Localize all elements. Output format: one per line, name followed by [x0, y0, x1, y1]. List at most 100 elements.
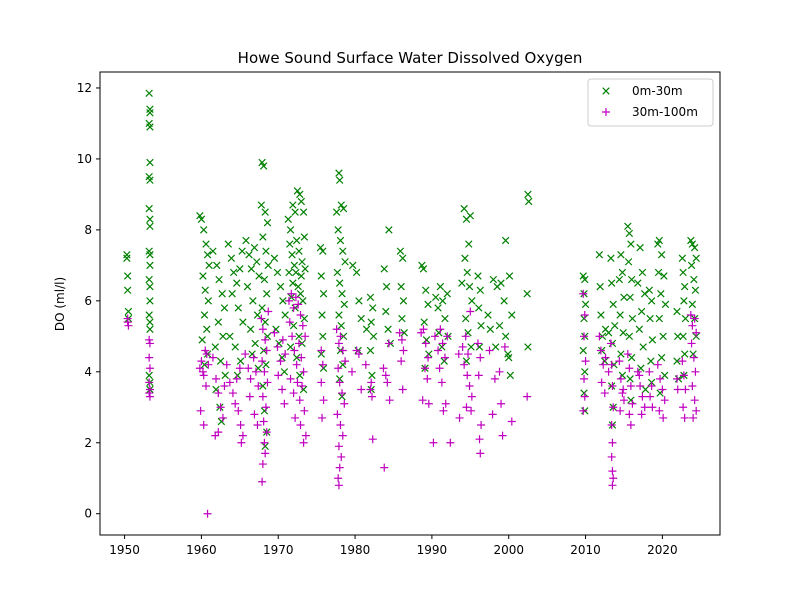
- data-point: [439, 406, 448, 415]
- data-point: [618, 268, 627, 277]
- data-point: [317, 272, 325, 280]
- data-point: [681, 314, 690, 323]
- data-point: [400, 329, 408, 337]
- data-point: [686, 311, 695, 320]
- data-point: [232, 374, 241, 383]
- data-point: [657, 290, 665, 298]
- data-point: [659, 413, 668, 422]
- data-point: [262, 360, 270, 369]
- data-point: [635, 371, 644, 380]
- data-point: [294, 339, 303, 348]
- data-point: [463, 371, 472, 380]
- data-point: [146, 297, 154, 305]
- data-point: [384, 325, 392, 333]
- data-point: [290, 261, 299, 270]
- data-point: [336, 421, 345, 430]
- data-point: [607, 254, 615, 262]
- data-point: [319, 332, 327, 341]
- data-point: [275, 339, 283, 348]
- data-point: [289, 321, 298, 330]
- data-point: [646, 314, 654, 323]
- data-point: [286, 374, 295, 383]
- data-point: [636, 243, 644, 252]
- data-point: [690, 396, 699, 405]
- data-point: [339, 204, 348, 213]
- data-point: [680, 282, 689, 291]
- data-point: [581, 275, 589, 284]
- data-point: [291, 413, 300, 422]
- data-point: [226, 332, 234, 341]
- data-point: [146, 222, 154, 231]
- data-point: [297, 272, 306, 280]
- data-point: [436, 325, 445, 334]
- data-point: [318, 360, 327, 369]
- data-point: [251, 339, 259, 348]
- data-point: [627, 353, 636, 362]
- data-point: [202, 240, 210, 248]
- data-point: [660, 272, 668, 280]
- data-point: [616, 374, 625, 383]
- data-point: [217, 417, 226, 426]
- data-point: [293, 378, 302, 387]
- data-point: [656, 374, 665, 383]
- data-point: [258, 325, 267, 334]
- legend-box: [587, 78, 714, 127]
- data-point: [145, 204, 153, 213]
- data-point: [523, 290, 531, 298]
- data-point: [237, 438, 246, 447]
- data-point: [214, 389, 223, 398]
- data-point: [296, 290, 305, 298]
- data-point: [297, 197, 306, 206]
- data-point: [203, 250, 212, 259]
- x-tick-label: 1990: [417, 543, 448, 557]
- data-point: [289, 279, 297, 287]
- data-point: [145, 364, 154, 373]
- data-point: [280, 368, 289, 376]
- data-point: [262, 247, 270, 255]
- data-point: [197, 215, 206, 223]
- data-point: [639, 343, 647, 351]
- x-tick-label: 2010: [570, 543, 601, 557]
- data-point: [440, 357, 448, 365]
- data-point: [340, 300, 349, 309]
- data-point: [491, 343, 500, 351]
- data-point: [198, 336, 206, 344]
- data-point: [473, 339, 482, 348]
- data-point: [580, 314, 588, 323]
- y-tick-label: 12: [77, 81, 92, 95]
- data-point: [236, 265, 244, 273]
- data-point: [608, 381, 617, 390]
- data-point: [397, 335, 406, 344]
- data-point: [468, 297, 476, 305]
- x-tick-label: 1960: [186, 543, 217, 557]
- data-point: [579, 406, 588, 415]
- data-point: [292, 360, 301, 369]
- data-point: [615, 357, 624, 366]
- data-point: [498, 431, 507, 440]
- data-point: [236, 357, 245, 365]
- legend-label: 0m-30m: [632, 84, 683, 98]
- data-point: [673, 307, 681, 316]
- data-point: [620, 293, 628, 302]
- data-point: [692, 328, 701, 337]
- x-axis: 1950 1960 1970 1980 1990 2000 2010 2020: [109, 535, 678, 557]
- data-point: [623, 350, 632, 359]
- data-point: [123, 286, 132, 294]
- data-point: [246, 374, 255, 383]
- data-point: [438, 343, 446, 351]
- data-point: [289, 389, 298, 398]
- data-point: [335, 176, 344, 184]
- data-point: [263, 378, 272, 387]
- data-point: [381, 371, 390, 380]
- data-point: [366, 293, 375, 302]
- data-point: [249, 297, 257, 305]
- data-point: [658, 385, 667, 394]
- data-point: [145, 339, 154, 348]
- data-point: [227, 254, 236, 262]
- data-point: [228, 389, 237, 398]
- data-point: [579, 346, 587, 355]
- data-point: [615, 275, 624, 284]
- plot-frame: [99, 71, 721, 536]
- data-point: [259, 162, 268, 170]
- data-point: [347, 367, 356, 376]
